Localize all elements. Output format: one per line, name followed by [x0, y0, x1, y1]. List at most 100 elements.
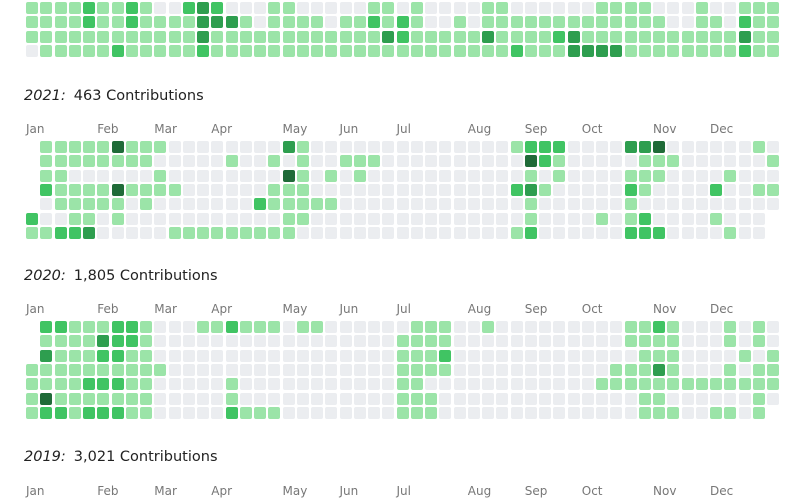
contribution-total: 463 Contributions [73, 88, 204, 104]
contribution-cell [40, 335, 53, 348]
contribution-cell [40, 184, 53, 197]
contribution-cell [268, 2, 281, 14]
contribution-cell [168, 392, 181, 405]
contribution-cell [453, 349, 466, 362]
contribution-cell [710, 155, 722, 168]
contribution-cell [396, 321, 409, 333]
contribution-cell [368, 30, 380, 43]
contribution-cell [154, 141, 167, 153]
contribution-cell [339, 378, 352, 391]
contribution-cell [752, 155, 765, 168]
contribution-cell [40, 212, 53, 225]
contribution-cell [695, 184, 708, 197]
contribution-cell [610, 169, 623, 182]
contribution-cell [97, 2, 110, 14]
contribution-cell [268, 184, 281, 197]
contribution-cell [168, 364, 181, 377]
contribution-cell [68, 349, 81, 362]
contribution-cell [724, 321, 737, 333]
contribution-cell [140, 407, 152, 420]
contribution-cell [653, 335, 665, 348]
contribution-cell [368, 198, 380, 211]
month-label: Mar [154, 122, 177, 136]
contribution-cell [239, 184, 252, 197]
contribution-cell [667, 407, 680, 420]
contribution-cell [567, 378, 580, 391]
contribution-cell [482, 141, 494, 153]
contribution-cell [353, 16, 366, 29]
contribution-cell [524, 169, 537, 182]
contribution-cell [624, 349, 637, 362]
month-label: Jun [339, 302, 359, 316]
contribution-cell [653, 364, 665, 377]
contribution-cell [482, 2, 494, 14]
contribution-cell [68, 184, 81, 197]
contribution-cell [239, 30, 252, 43]
contribution-cell [467, 45, 480, 58]
contribution-cell [382, 30, 395, 43]
contribution-cell [539, 227, 551, 240]
contribution-cell [695, 321, 708, 333]
contribution-cell [439, 184, 452, 197]
contribution-cell [638, 321, 651, 333]
contribution-cell [681, 141, 694, 153]
contribution-cell [97, 407, 110, 420]
contribution-cell [268, 335, 281, 348]
contribution-cell [610, 321, 623, 333]
contribution-cell [410, 16, 423, 29]
contribution-cell [667, 30, 680, 43]
contribution-cell [410, 378, 423, 391]
contribution-cell [667, 392, 680, 405]
contribution-cell [510, 184, 523, 197]
contribution-cell [653, 169, 665, 182]
contribution-cell [553, 335, 566, 348]
month-label: Feb [97, 122, 119, 136]
contribution-cell [467, 407, 480, 420]
contribution-cell [581, 155, 594, 168]
contribution-cell [311, 2, 323, 14]
contribution-cell [752, 2, 765, 14]
contribution-cell [339, 2, 352, 14]
contribution-cell [282, 227, 295, 240]
contribution-cell [567, 212, 580, 225]
contribution-cell [467, 198, 480, 211]
contribution-cell [239, 212, 252, 225]
contribution-cell [353, 141, 366, 153]
contribution-cell [296, 407, 309, 420]
contribution-total: 1,805 Contributions [73, 268, 218, 284]
contribution-cell [738, 227, 751, 240]
contribution-cell [54, 45, 67, 58]
contribution-cell [125, 227, 138, 240]
contribution-cell [724, 407, 737, 420]
contribution-cell [496, 364, 509, 377]
month-label: May [282, 122, 308, 136]
contribution-cell [239, 364, 252, 377]
contribution-cell [325, 30, 338, 43]
contribution-cell [353, 155, 366, 168]
contribution-cell [496, 155, 509, 168]
contribution-cell [254, 184, 266, 197]
contribution-cell [125, 212, 138, 225]
contribution-cell [325, 198, 338, 211]
contribution-cell [40, 392, 53, 405]
contribution-cell [752, 30, 765, 43]
contribution-cell [681, 407, 694, 420]
contribution-cell [97, 392, 110, 405]
contribution-cell [695, 378, 708, 391]
contribution-cell [667, 378, 680, 391]
contribution-cell [254, 364, 266, 377]
contribution-cell [339, 30, 352, 43]
contribution-cell [439, 169, 452, 182]
year-heading: 2019: 3,021 Contributions [24, 448, 218, 466]
contribution-cell [353, 2, 366, 14]
contribution-cell [339, 184, 352, 197]
contribution-cell [368, 16, 380, 29]
contribution-cell [510, 227, 523, 240]
contribution-cell [453, 392, 466, 405]
contribution-cell [695, 45, 708, 58]
contribution-cell [567, 184, 580, 197]
contribution-cell [596, 30, 608, 43]
contribution-cell [239, 16, 252, 29]
contribution-cell [325, 364, 338, 377]
contribution-cell [396, 212, 409, 225]
